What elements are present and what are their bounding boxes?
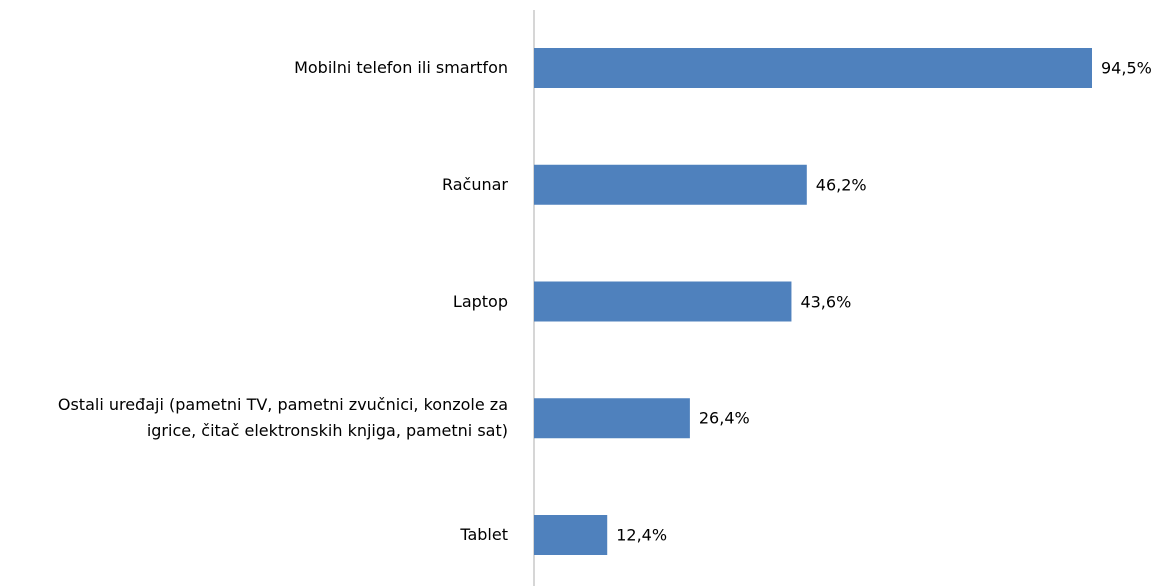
category-label: Mobilni telefon ili smartfon bbox=[294, 58, 508, 77]
bar bbox=[534, 281, 792, 322]
value-label: 94,5% bbox=[1101, 58, 1152, 78]
value-label: 12,4% bbox=[616, 525, 668, 545]
category-label: Tablet bbox=[460, 525, 508, 544]
category-label: Laptop bbox=[452, 291, 508, 311]
value-label: 26,4% bbox=[698, 408, 750, 428]
category-label: Ostali uređaji (pametni TV, pametni zvuč… bbox=[57, 395, 508, 441]
category-label: Računar bbox=[441, 174, 508, 194]
value-label: 43,6% bbox=[800, 292, 852, 311]
value-label: 46,2% bbox=[815, 175, 867, 195]
bar bbox=[534, 48, 1092, 88]
bar bbox=[534, 164, 807, 205]
bar bbox=[534, 515, 608, 555]
bar bbox=[534, 398, 690, 439]
